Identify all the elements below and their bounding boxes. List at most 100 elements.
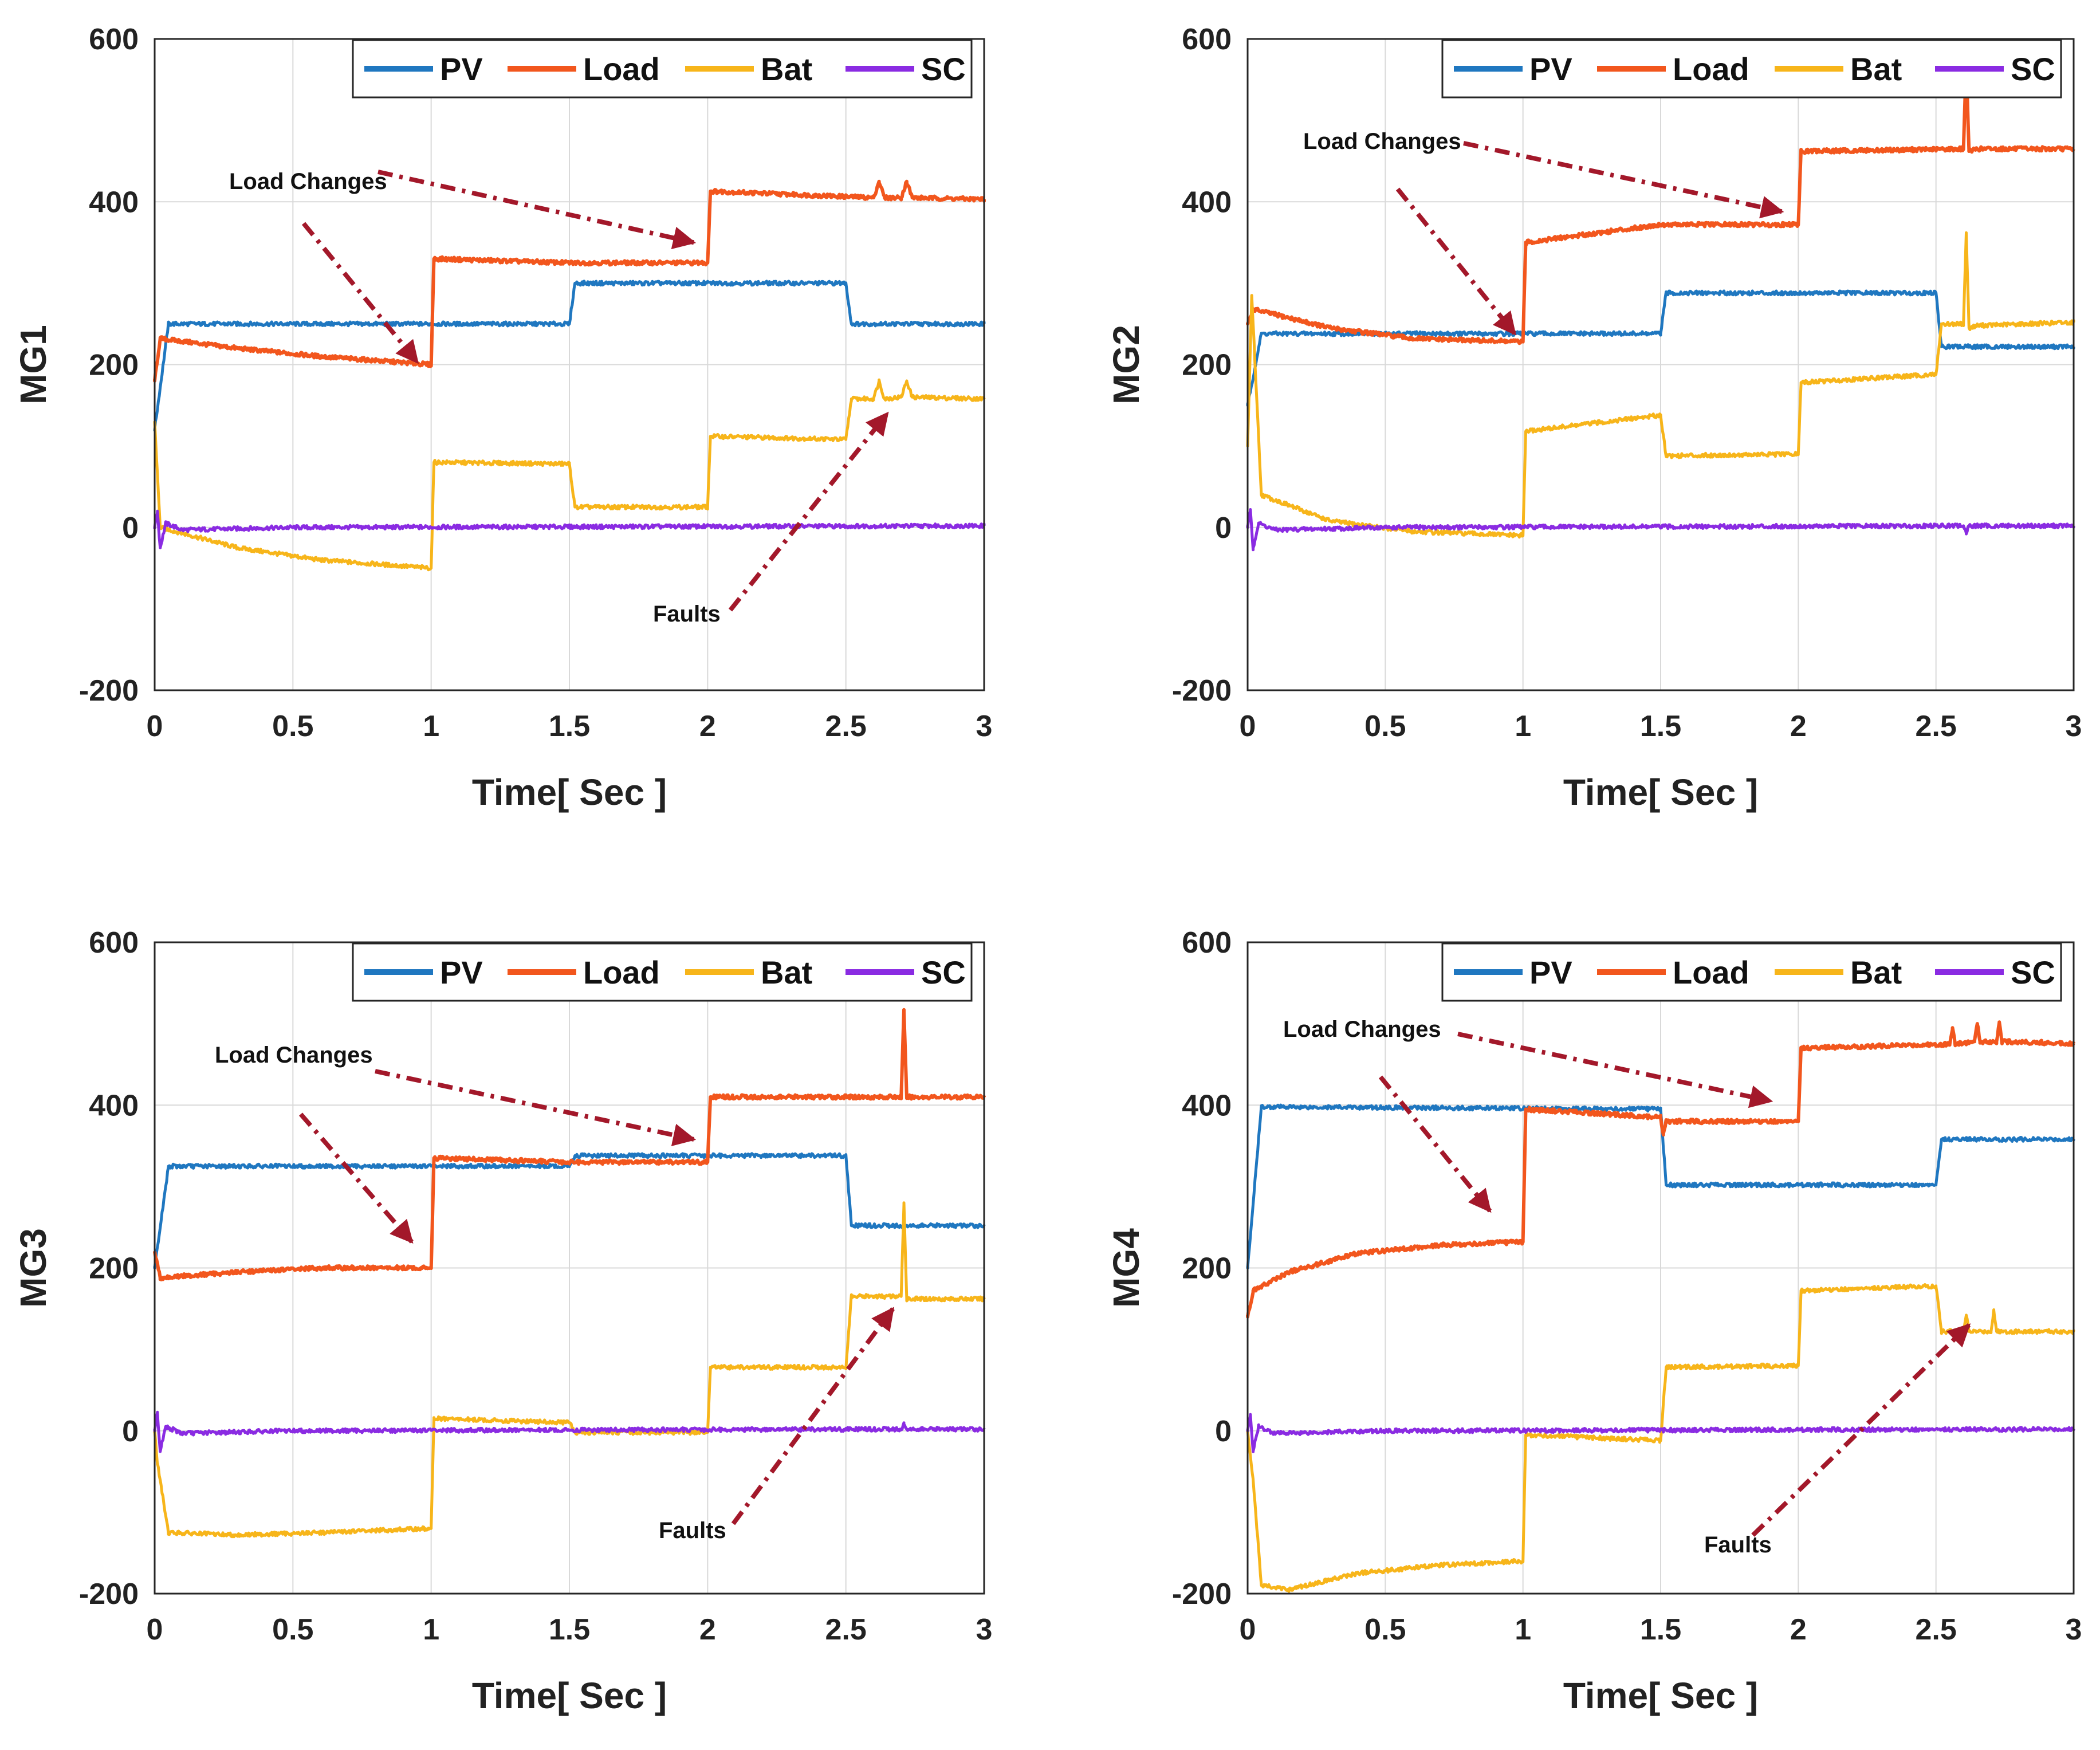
- x-tick-label: 2.5: [1916, 710, 1957, 743]
- legend-label-bat: Bat: [1850, 51, 1902, 87]
- x-tick-label: 2.5: [1916, 1613, 1957, 1646]
- axes-frame: [1246, 941, 2075, 1595]
- x-tick-label: 3: [976, 1613, 993, 1646]
- series-line-load: [153, 179, 986, 383]
- annotation-arrow: [728, 411, 890, 612]
- legend-label-bat: Bat: [761, 954, 812, 990]
- series-line-sc: [153, 509, 986, 549]
- annotation: Load Changes: [1303, 129, 1784, 336]
- y-tick-label: 600: [89, 23, 139, 56]
- annotation: Faults: [1704, 1323, 1971, 1558]
- annotation-label: Load Changes: [215, 1043, 373, 1068]
- annotation-label: Faults: [653, 601, 721, 627]
- y-tick-label: 0: [1215, 512, 1232, 545]
- x-tick-label: 0: [1240, 710, 1256, 743]
- legend-label-bat: Bat: [761, 51, 812, 87]
- annotation-label: Load Changes: [1283, 1017, 1441, 1042]
- series-line-bat: [153, 1201, 986, 1539]
- annotation: Load Changes: [229, 169, 697, 364]
- y-tick-label: 400: [89, 186, 139, 219]
- x-tick-label: 1.5: [1640, 710, 1681, 743]
- y-tick-label: 200: [1182, 1252, 1232, 1285]
- legend-label-pv: PV: [440, 954, 483, 990]
- annotation-arrow: [1751, 1323, 1971, 1537]
- x-tick-label: 1: [1515, 1613, 1531, 1646]
- legend-label-pv: PV: [440, 51, 483, 87]
- x-tick-label: 0.5: [272, 710, 313, 743]
- legend-label-sc: SC: [921, 51, 966, 87]
- legend-label-load: Load: [583, 51, 660, 87]
- series-line-sc: [1246, 1413, 2075, 1453]
- x-tick-label: 1: [423, 710, 439, 743]
- x-tick-label: 0: [1240, 1613, 1256, 1646]
- annotation-label: Faults: [1704, 1532, 1772, 1558]
- annotation-arrow: [375, 1069, 697, 1146]
- x-tick-label: 1.5: [549, 1613, 590, 1646]
- legend-label-load: Load: [583, 954, 660, 990]
- axes-frame: [154, 38, 985, 691]
- legend: PV Load Bat SC: [1441, 942, 2062, 1002]
- x-axis-label: Time[ Sec ]: [1563, 772, 1758, 813]
- y-tick-label: 200: [89, 1252, 139, 1285]
- x-tick-label: 1: [423, 1613, 439, 1646]
- annotation: Load Changes: [215, 1043, 697, 1244]
- annotation-label: Faults: [659, 1518, 726, 1543]
- annotation-arrow: [1378, 1075, 1492, 1213]
- annotation-arrow: [1463, 141, 1784, 219]
- x-tick-label: 0.5: [272, 1613, 313, 1646]
- x-axis-label: Time[ Sec ]: [1563, 1675, 1758, 1716]
- legend: PV Load Bat SC: [352, 942, 973, 1002]
- series-line-load: [1246, 1020, 2075, 1319]
- annotation: Load Changes: [1283, 1017, 1773, 1213]
- y-axis-label: MG3: [13, 1228, 54, 1308]
- legend-label-sc: SC: [921, 954, 966, 990]
- y-tick-label: 600: [89, 926, 139, 959]
- y-tick-label: -200: [79, 674, 139, 707]
- axes-frame: [1246, 38, 2075, 691]
- series-line-load: [153, 1008, 986, 1281]
- y-tick-label: -200: [79, 1578, 139, 1611]
- annotation-label: Load Changes: [229, 169, 387, 194]
- x-tick-label: 3: [2066, 710, 2082, 743]
- x-tick-label: 0: [147, 710, 163, 743]
- x-tick-label: 2.5: [825, 710, 867, 743]
- annotation-arrow: [731, 1307, 895, 1525]
- axes-frame: [154, 941, 985, 1595]
- y-tick-label: 600: [1182, 926, 1232, 959]
- y-axis-label: MG2: [1106, 325, 1147, 404]
- legend-label-pv: PV: [1529, 954, 1572, 990]
- series-line-sc: [1246, 508, 2075, 552]
- series-line-sc: [153, 1410, 986, 1453]
- legend-label-bat: Bat: [1850, 954, 1902, 990]
- y-tick-label: 400: [89, 1089, 139, 1122]
- y-tick-label: 0: [122, 1415, 139, 1448]
- x-tick-label: 0.5: [1364, 710, 1406, 743]
- x-tick-label: 0: [147, 1613, 163, 1646]
- x-tick-label: 3: [2066, 1613, 2082, 1646]
- legend: PV Load Bat SC: [352, 39, 973, 99]
- annotation-label: Load Changes: [1303, 129, 1461, 154]
- x-tick-label: 2: [1790, 1613, 1807, 1646]
- y-tick-label: 200: [89, 349, 139, 382]
- y-tick-label: 0: [1215, 1415, 1232, 1448]
- series-line-load: [1246, 60, 2075, 345]
- x-tick-label: 1.5: [1640, 1613, 1681, 1646]
- x-tick-label: 2: [699, 710, 716, 743]
- y-tick-label: 400: [1182, 186, 1232, 219]
- x-tick-label: 3: [976, 710, 993, 743]
- x-axis-label: Time[ Sec ]: [472, 1675, 667, 1716]
- y-tick-label: -200: [1172, 1578, 1232, 1611]
- x-tick-label: 2: [1790, 710, 1807, 743]
- y-tick-label: 200: [1182, 349, 1232, 382]
- legend-label-load: Load: [1673, 51, 1749, 87]
- annotation: Faults: [659, 1307, 895, 1543]
- annotation-arrow: [377, 170, 697, 249]
- y-tick-label: 600: [1182, 23, 1232, 56]
- legend: PV Load Bat SC: [1441, 39, 2062, 99]
- series-line-bat: [153, 378, 986, 572]
- x-tick-label: 2: [699, 1613, 716, 1646]
- annotation: Faults: [653, 411, 890, 627]
- x-axis-label: Time[ Sec ]: [472, 772, 667, 813]
